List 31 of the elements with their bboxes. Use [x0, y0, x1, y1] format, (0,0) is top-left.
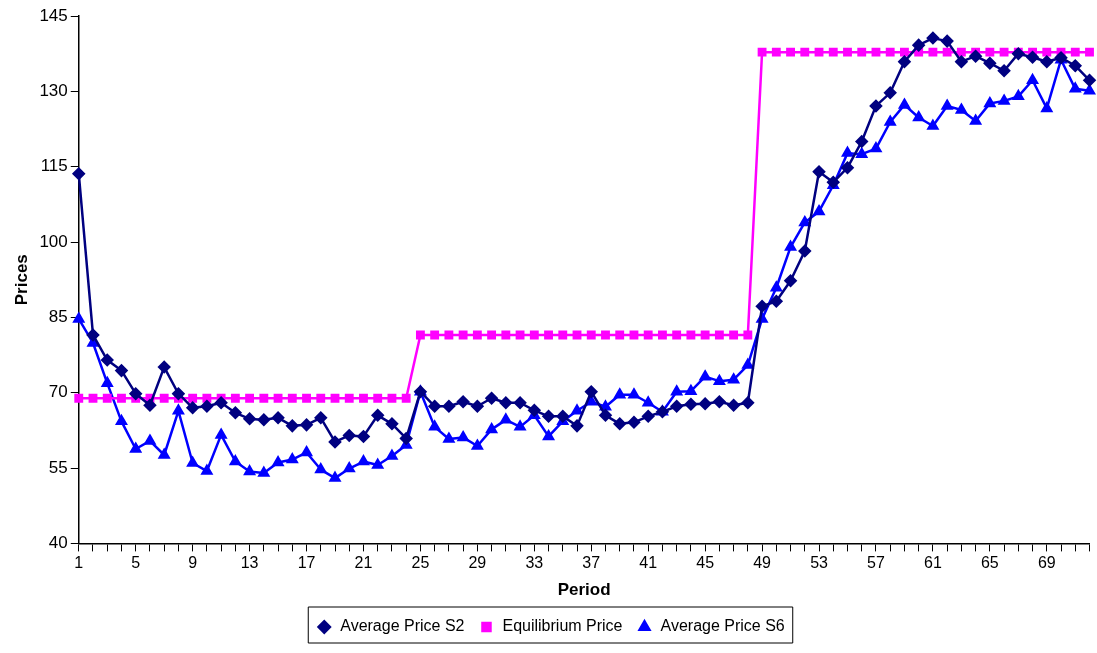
x-tick-label: 53	[810, 554, 829, 572]
y-tick-label: 100	[39, 231, 68, 251]
x-tick-label: 21	[354, 554, 373, 572]
x-tick-label: 25	[411, 554, 430, 572]
x-tick-label: 69	[1037, 554, 1056, 572]
x-tick-label: 41	[639, 554, 658, 572]
y-tick-label: 130	[39, 81, 68, 101]
x-tick-label: 65	[980, 554, 999, 572]
x-tick-label: 5	[131, 554, 141, 572]
x-tick-label: 9	[188, 554, 198, 572]
y-tick-label: 55	[48, 457, 68, 477]
x-tick-label: 37	[582, 554, 601, 572]
x-tick-label: 29	[468, 554, 487, 572]
x-tick-label: 49	[753, 554, 772, 572]
y-axis-title: Prices	[11, 254, 31, 306]
x-axis-title: Period	[557, 580, 611, 600]
x-tick-label: 45	[696, 554, 715, 572]
y-tick-label: 115	[40, 156, 68, 176]
x-tick-label: 33	[525, 554, 544, 572]
y-tick-label: 70	[48, 382, 68, 402]
legend-label: Average Price S6	[660, 617, 785, 635]
y-tick-label: 85	[48, 307, 68, 327]
x-tick-label: 61	[924, 554, 942, 572]
y-tick-label: 40	[48, 533, 68, 553]
legend-label: Average Price S2	[340, 617, 465, 635]
x-tick-label: 17	[297, 554, 316, 572]
x-tick-label: 57	[867, 554, 885, 572]
x-tick-label: 13	[240, 554, 259, 572]
legend-label: Equilibrium Price	[502, 617, 623, 635]
y-tick-label: 145	[39, 5, 68, 25]
x-tick-label: 1	[74, 554, 84, 572]
